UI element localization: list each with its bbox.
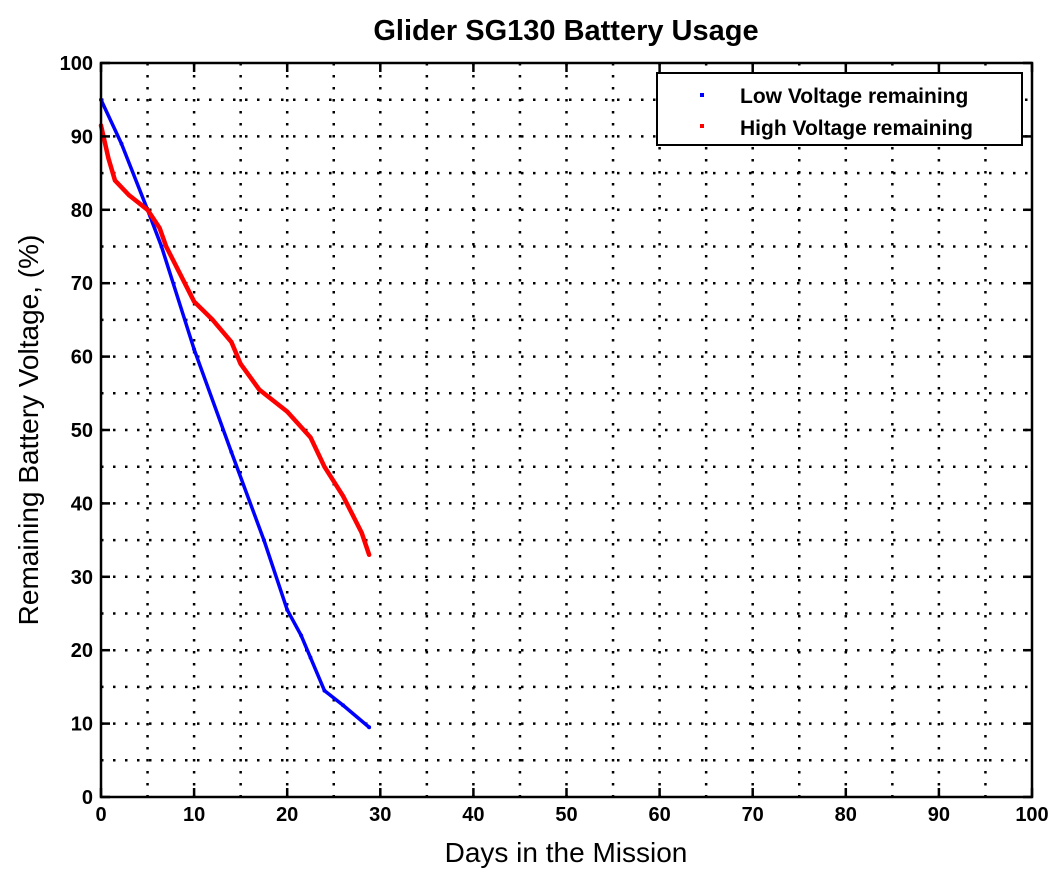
x-tick-label: 0 xyxy=(95,804,106,826)
high-voltage-point xyxy=(285,409,290,414)
low-voltage-point xyxy=(229,450,234,455)
y-axis-label: Remaining Battery Voltage, (%) xyxy=(13,235,44,626)
high-voltage-point xyxy=(359,530,364,535)
x-tick-label: 20 xyxy=(276,804,298,826)
high-voltage-point xyxy=(126,193,131,198)
chart-title: Glider SG130 Battery Usage xyxy=(373,15,758,47)
low-voltage-point xyxy=(341,703,346,708)
low-voltage-point xyxy=(367,725,372,730)
low-voltage-point xyxy=(299,633,304,638)
high-voltage-point xyxy=(367,552,372,557)
legend-marker-low xyxy=(700,93,704,97)
high-voltage-point xyxy=(238,361,243,366)
y-tick-label: 40 xyxy=(71,493,93,515)
y-tick-label: 0 xyxy=(82,787,93,809)
high-voltage-point xyxy=(164,244,169,249)
high-voltage-point xyxy=(145,207,150,212)
legend-label-low: Low Voltage remaining xyxy=(740,85,968,108)
high-voltage-point xyxy=(112,178,117,183)
y-tick-label: 10 xyxy=(71,714,93,736)
x-tick-label: 50 xyxy=(555,804,577,826)
high-voltage-point xyxy=(229,339,234,344)
x-tick-label: 70 xyxy=(742,804,764,826)
low-voltage-point xyxy=(159,244,164,249)
x-tick-label: 90 xyxy=(928,804,950,826)
x-tick-label: 10 xyxy=(183,804,205,826)
x-tick-label: 100 xyxy=(1015,804,1048,826)
y-tick-label: 50 xyxy=(71,420,93,442)
low-voltage-point xyxy=(322,688,327,693)
y-tick-label: 90 xyxy=(71,126,93,148)
high-voltage-point xyxy=(106,156,111,161)
high-voltage-point xyxy=(210,317,215,322)
low-voltage-point xyxy=(285,607,290,612)
high-voltage-point xyxy=(157,226,162,231)
legend-box xyxy=(656,72,1023,146)
x-tick-label: 80 xyxy=(835,804,857,826)
y-tick-label: 70 xyxy=(71,273,93,295)
x-tick-label: 30 xyxy=(369,804,391,826)
y-tick-label: 100 xyxy=(60,53,93,75)
high-voltage-point xyxy=(341,494,346,499)
high-voltage-point xyxy=(322,464,327,469)
high-voltage-line xyxy=(98,123,372,558)
y-tick-label: 30 xyxy=(71,567,93,589)
low-voltage-point xyxy=(192,347,197,352)
x-tick-label: 60 xyxy=(648,804,670,826)
x-tick-label: 40 xyxy=(462,804,484,826)
y-tick-label: 80 xyxy=(71,200,93,222)
y-tick-label: 60 xyxy=(71,347,93,369)
legend-marker-high xyxy=(700,124,704,128)
legend-label-high: High Voltage remaining xyxy=(740,117,973,140)
legend: Low Voltage remaining High Voltage remai… xyxy=(656,72,1023,146)
y-tick-label: 20 xyxy=(71,640,93,662)
high-voltage-point xyxy=(308,435,313,440)
low-voltage-point xyxy=(261,538,266,543)
x-axis-label: Days in the Mission xyxy=(445,837,688,868)
low-voltage-point xyxy=(119,141,124,146)
low-voltage-line xyxy=(99,97,371,730)
high-voltage-point xyxy=(257,387,262,392)
high-voltage-point xyxy=(192,299,197,304)
low-voltage-point xyxy=(308,655,313,660)
